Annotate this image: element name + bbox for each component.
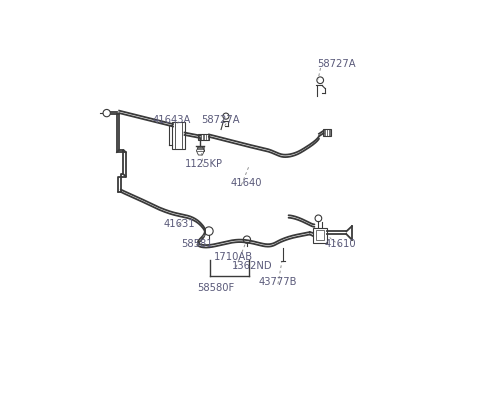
Circle shape: [315, 215, 322, 222]
Text: 58581: 58581: [181, 239, 213, 248]
Text: 41640: 41640: [230, 178, 262, 188]
Bar: [313, 228, 326, 243]
Circle shape: [204, 227, 213, 235]
Circle shape: [223, 113, 229, 119]
Text: 58727A: 58727A: [201, 115, 240, 125]
Circle shape: [103, 109, 110, 117]
Text: 1710AB: 1710AB: [214, 252, 253, 262]
Text: 58727A: 58727A: [317, 59, 356, 69]
Bar: [316, 231, 324, 240]
FancyBboxPatch shape: [172, 122, 185, 149]
Text: 41610: 41610: [324, 239, 356, 248]
Text: 41643A: 41643A: [152, 115, 191, 125]
Text: 1362ND: 1362ND: [232, 261, 273, 271]
Text: 43777B: 43777B: [259, 277, 297, 287]
Circle shape: [243, 236, 251, 243]
Text: 1125KP: 1125KP: [184, 160, 222, 169]
Circle shape: [317, 77, 324, 84]
Text: 41631: 41631: [163, 219, 195, 229]
Text: 58580F: 58580F: [197, 283, 234, 293]
Bar: [323, 129, 331, 136]
Bar: [198, 134, 209, 139]
